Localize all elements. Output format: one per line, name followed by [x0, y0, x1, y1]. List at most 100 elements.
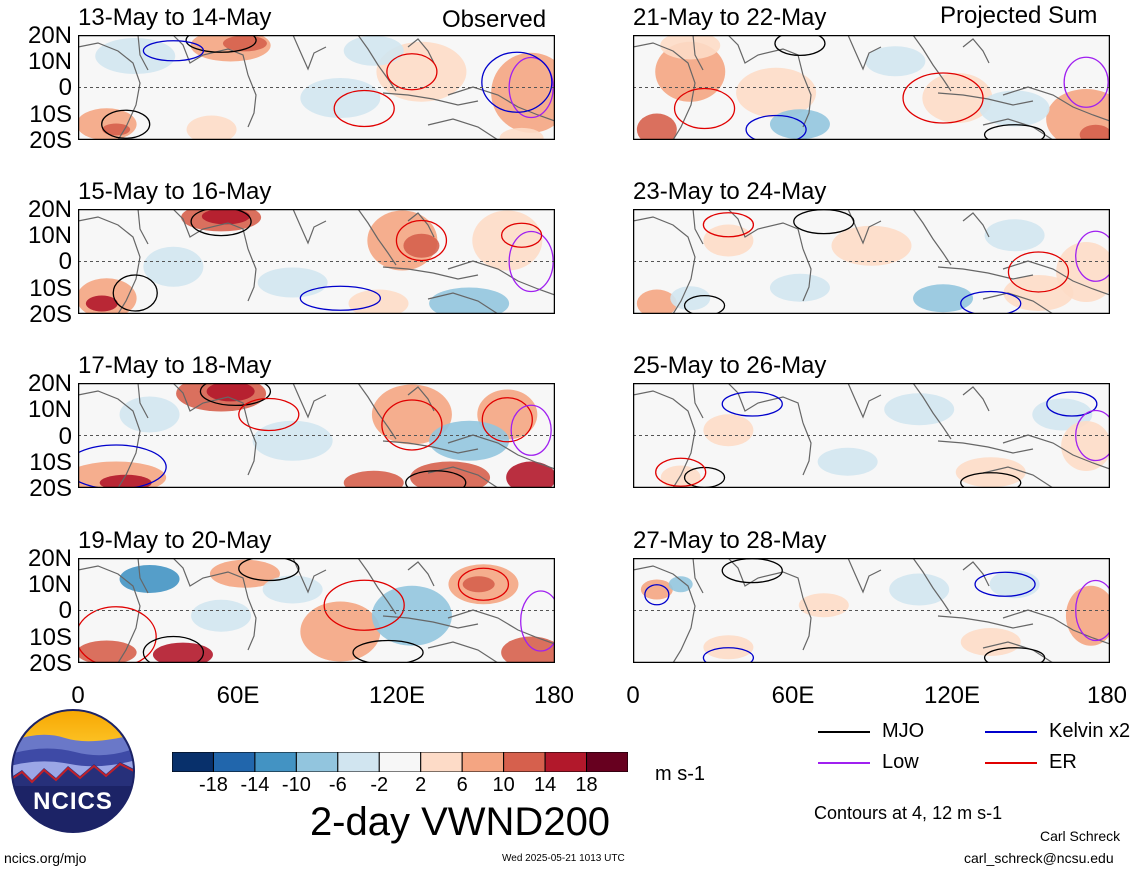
coastline: [727, 209, 804, 250]
colorbar-swatch: [378, 751, 422, 773]
wave-contour: [683, 294, 726, 314]
colorbar-tick-label: 14: [533, 774, 557, 796]
anomaly-shade: [143, 246, 204, 287]
coastline: [172, 35, 249, 76]
coastline: [137, 383, 149, 419]
legend-label-mjo: MJO: [882, 720, 925, 742]
anomaly-shade: [499, 127, 544, 140]
wave-contour: [983, 647, 1046, 663]
wave-contour: [352, 639, 424, 663]
wave-contour: [299, 285, 382, 311]
map-panel: [633, 383, 1110, 488]
anomaly-shade: [119, 396, 180, 433]
anomaly-shade: [1003, 275, 1074, 311]
wave-contour: [974, 571, 1036, 597]
anomaly-shade: [984, 219, 1045, 252]
legend-label-low: Low: [882, 751, 919, 773]
anomaly-shade: [636, 113, 677, 140]
units-label: m s-1: [655, 763, 705, 785]
coastline: [447, 609, 555, 645]
wave-contour: [520, 590, 555, 652]
map-panel: [78, 558, 555, 663]
anomaly-shade: [252, 420, 333, 461]
anomaly-shade: [371, 384, 452, 445]
wave-contour: [405, 470, 467, 488]
lat-label: 20N: [27, 196, 72, 223]
panel-title-4: 19-May to 20-May: [78, 527, 272, 554]
anomaly-shade: [884, 393, 955, 426]
anomaly-shade: [817, 447, 878, 476]
anomaly-shade: [191, 599, 252, 632]
contour-note: Contours at 4, 12 m s-1: [814, 803, 1003, 823]
footer-url: ncics.org/mjo: [4, 850, 87, 866]
coastline: [847, 209, 882, 245]
panel-frame: [633, 209, 1110, 314]
anomaly-shade: [501, 636, 555, 663]
coastline: [292, 35, 327, 71]
panel-frame: [78, 383, 555, 488]
anomaly-shade: [703, 414, 754, 447]
wave-contour: [702, 212, 755, 238]
anomaly-shade: [703, 224, 754, 257]
lat-label: 20N: [27, 22, 72, 49]
anomaly-shade: [95, 38, 176, 74]
wave-contour: [238, 558, 300, 582]
coastline: [292, 558, 327, 594]
coastline: [247, 74, 257, 128]
legend-mjo: MJO: [818, 720, 924, 743]
colorbar: [171, 751, 629, 777]
panel-title-7: 25-May to 26-May: [633, 352, 827, 379]
anomaly-shade: [736, 67, 817, 118]
coastline: [633, 390, 696, 488]
coastline: [802, 74, 812, 128]
lat-label: 20S: [29, 650, 72, 677]
footer-author: Carl Schreck: [1040, 828, 1121, 844]
anomaly-shade: [410, 461, 491, 488]
anomaly-shade: [636, 289, 677, 314]
map-panel: [633, 35, 1110, 140]
map-panel: [633, 209, 1110, 314]
wave-contour: [481, 397, 533, 443]
wave-contour: [481, 51, 553, 113]
coastline: [982, 466, 1054, 488]
coastline: [692, 558, 704, 594]
wave-contour: [457, 567, 510, 601]
coastline: [982, 641, 1054, 663]
colorbar-swatch: [254, 751, 297, 773]
colorbar-swatch: [503, 751, 546, 773]
wave-contour: [395, 219, 448, 262]
chart-title: 2-day VWND200: [309, 800, 611, 844]
coastline: [427, 466, 499, 488]
wave-contour: [960, 472, 1022, 488]
map-panel: [633, 558, 1110, 663]
coastline: [912, 383, 952, 440]
coastline: [692, 35, 704, 71]
anomaly-shade: [769, 273, 830, 302]
anomaly-shade: [152, 642, 213, 663]
legend-line-low: [818, 761, 870, 764]
anomaly-shade: [429, 420, 510, 461]
coastline: [982, 118, 1054, 140]
coastline: [847, 558, 882, 594]
coastline: [633, 42, 696, 140]
coastline: [962, 212, 990, 238]
wave-contour: [745, 114, 807, 140]
anomaly-shade: [371, 585, 452, 646]
wave-contour: [323, 579, 405, 631]
coastline: [962, 561, 990, 587]
wave-contour: [721, 391, 783, 417]
coastline: [247, 248, 257, 302]
panel-title-1: 13-May to 14-May: [78, 4, 272, 31]
coastline: [937, 92, 1034, 106]
colorbar-swatch: [586, 751, 629, 773]
wave-contour: [960, 290, 1022, 314]
anomaly-shade: [262, 575, 323, 604]
anomaly-shade: [1079, 124, 1110, 140]
coastline: [292, 383, 327, 419]
anomaly-shade: [99, 474, 152, 488]
coastline: [802, 248, 812, 302]
coastline: [982, 292, 1054, 314]
wave-contour: [386, 53, 438, 91]
projected-sum-label: Projected Sum: [940, 2, 1098, 29]
coastline: [1002, 434, 1110, 470]
